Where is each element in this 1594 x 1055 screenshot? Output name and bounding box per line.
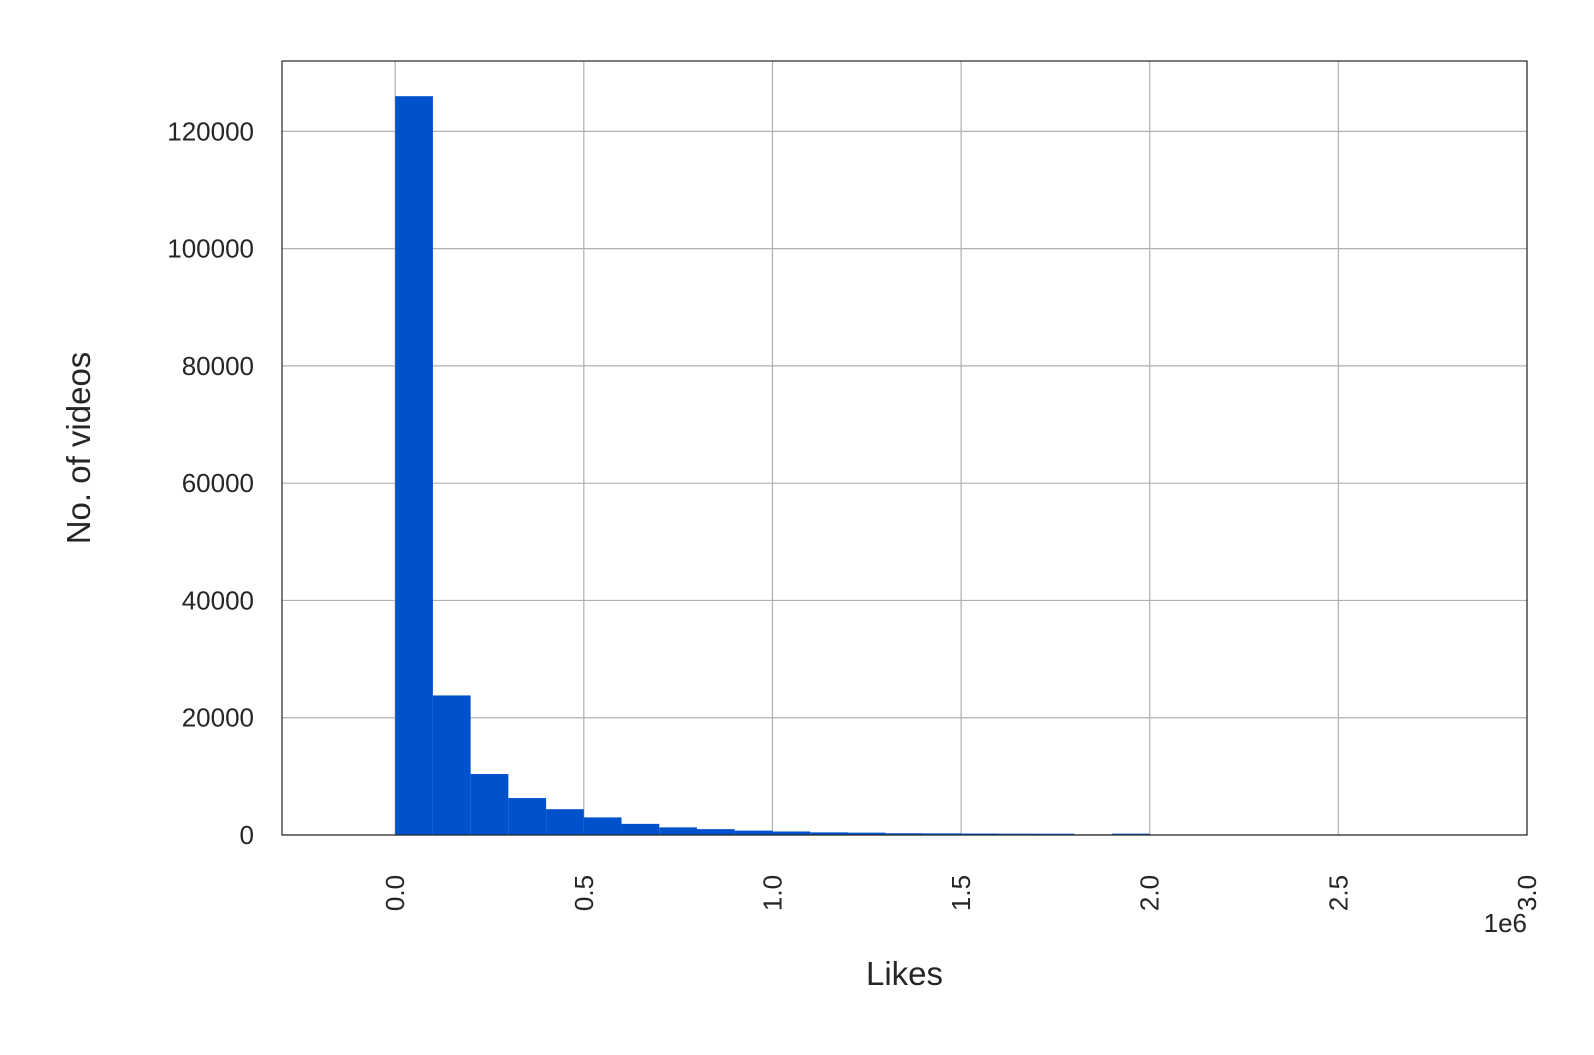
x-tick-label: 2.0 xyxy=(1135,875,1165,911)
histogram-bar xyxy=(584,817,622,835)
y-axis-title: No. of videos xyxy=(60,352,97,545)
x-tick-label: 1.5 xyxy=(946,875,976,911)
x-tick-label: 1.0 xyxy=(757,875,787,911)
y-axis-ticks: 0 20000 40000 60000 80000 100000 120000 xyxy=(167,116,254,850)
y-tick-label: 40000 xyxy=(182,585,254,615)
y-tick-label: 20000 xyxy=(182,703,254,733)
histogram-bar xyxy=(395,96,433,835)
x-tick-label: 0.5 xyxy=(569,875,599,911)
histogram-bar xyxy=(471,774,509,835)
histogram-bar xyxy=(697,829,735,835)
x-axis-offset-label: 1e6 xyxy=(1484,908,1527,938)
y-tick-label: 120000 xyxy=(167,116,254,146)
y-tick-label: 60000 xyxy=(182,468,254,498)
x-tick-label: 3.0 xyxy=(1512,875,1542,911)
x-tick-label: 0.0 xyxy=(380,875,410,911)
y-tick-label: 0 xyxy=(240,820,254,850)
x-axis-title: Likes xyxy=(866,955,943,992)
y-tick-label: 80000 xyxy=(182,351,254,381)
histogram-bar xyxy=(433,695,471,835)
histogram-bar xyxy=(508,798,546,835)
x-tick-label: 2.5 xyxy=(1323,875,1353,911)
x-axis-ticks: 0.0 0.5 1.0 1.5 2.0 2.5 3.0 xyxy=(380,875,1542,911)
histogram-bar xyxy=(546,809,584,835)
y-tick-label: 100000 xyxy=(167,234,254,264)
histogram-bar xyxy=(622,824,660,835)
histogram-bar xyxy=(735,831,773,835)
histogram-bar xyxy=(659,827,697,835)
